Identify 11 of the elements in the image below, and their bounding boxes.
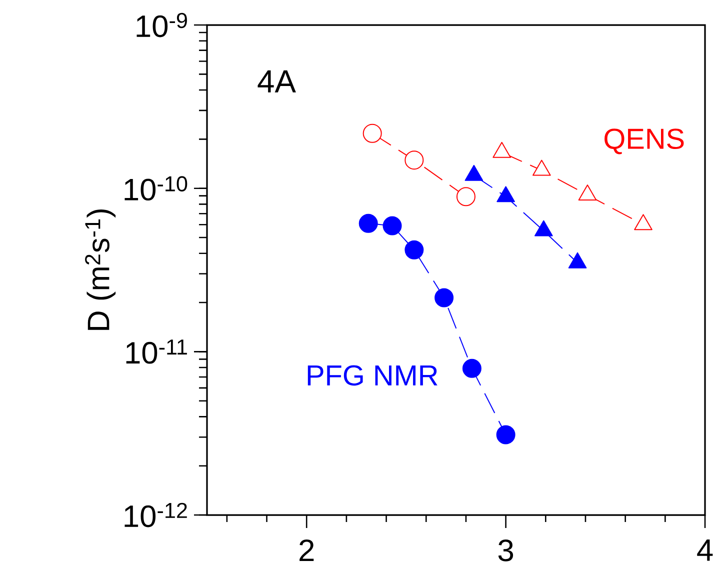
x-tick-label: 4: [697, 539, 713, 561]
y-tick-label: 10$^{-12}$: [124, 502, 187, 528]
series-label: QENS: [604, 128, 684, 154]
series-label: PFG NMR: [308, 365, 438, 386]
y-tick-label: 10$^{-9}$: [136, 12, 187, 38]
y-tick-label: 10$^{-11}$: [126, 340, 187, 364]
annotation: 4A: [258, 70, 296, 92]
x-tick-label: 2: [300, 540, 314, 562]
y-tick-label: 10$^{-10}$: [124, 176, 188, 201]
y-axis-title: D (m$^{2}$s$^{-1}$): [85, 210, 116, 330]
x-tick-label: 3: [498, 540, 514, 562]
